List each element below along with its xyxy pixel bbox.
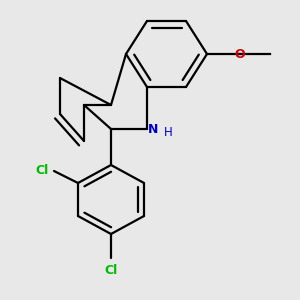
Text: Cl: Cl	[35, 164, 49, 178]
Text: O: O	[235, 47, 245, 61]
Text: H: H	[164, 125, 172, 139]
Text: N: N	[148, 122, 158, 136]
Text: Cl: Cl	[104, 263, 118, 277]
